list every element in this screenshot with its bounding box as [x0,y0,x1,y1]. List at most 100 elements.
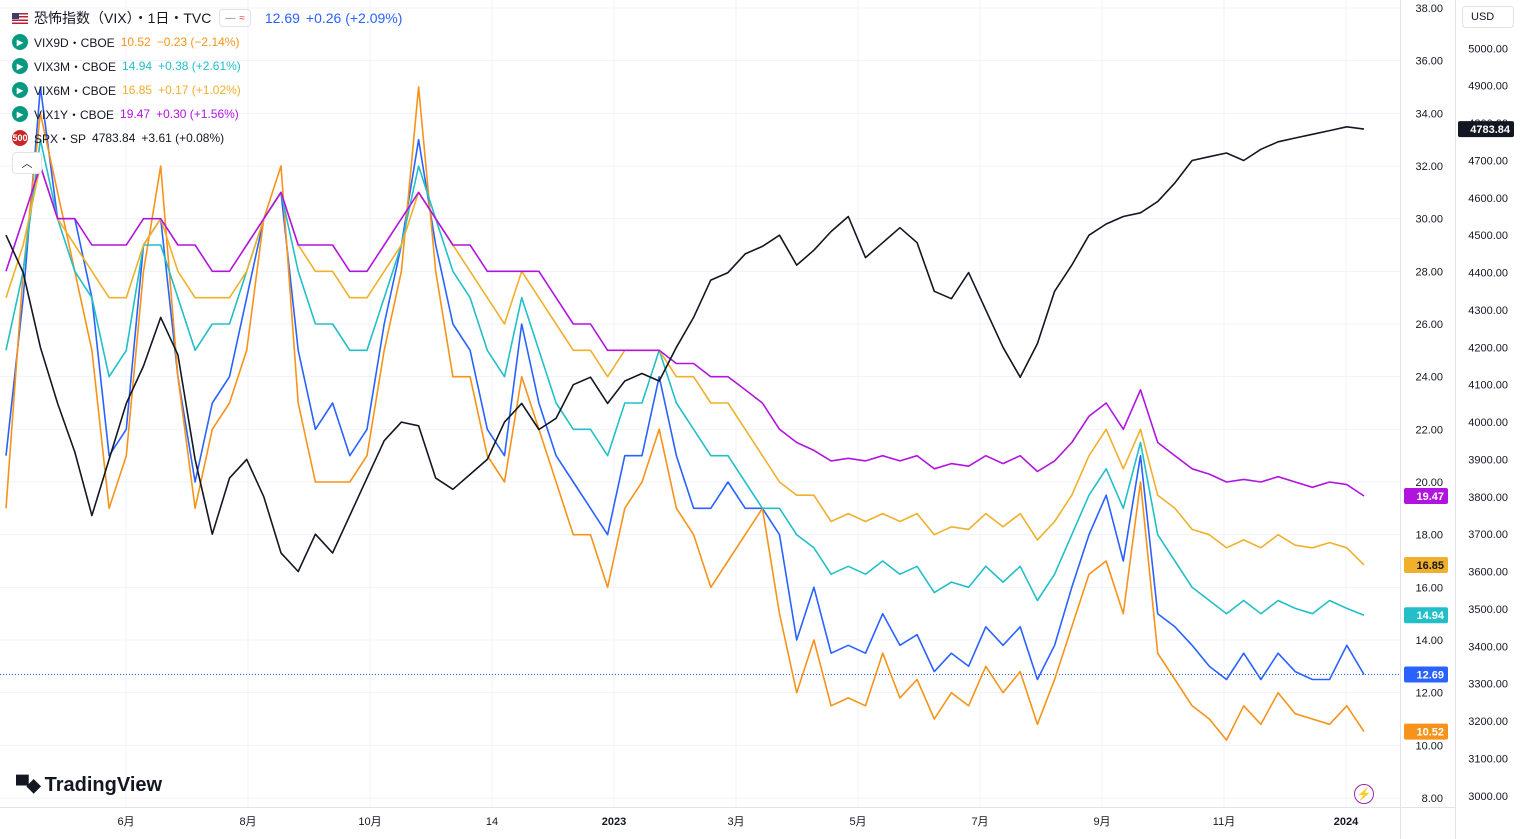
legend-change: +0.30 (+1.56%) [156,107,239,121]
legend-symbol: VIX1Y・CBOE [34,107,115,122]
vix-axis-label: 36.00 [1415,56,1443,68]
grid-lines [0,0,1400,807]
spx-axis-label: 4400.00 [1468,268,1508,280]
spx-axis-label: 3900.00 [1468,454,1508,466]
vix-axis-label: 22.00 [1415,424,1443,436]
spx-axis-label: 3200.00 [1468,716,1508,728]
legend-value: 10.52 [120,35,151,49]
legend-main-value: 12.69 [264,10,300,26]
last-value-tag-bg [1404,723,1448,740]
x-tick-label: 14 [486,816,498,828]
play-icon: ▶ [12,58,28,74]
currency-selector[interactable]: USD [1462,6,1514,28]
spx-axis-label: 4900.00 [1468,81,1508,93]
x-tick-label: 2024 [1334,816,1359,828]
vix-axis-label: 32.00 [1415,161,1443,173]
spx-axis-label: 3600.00 [1468,567,1508,579]
series-layer [5,86,1365,741]
last-value-tag-bg [1404,666,1448,683]
legend-change: +0.38 (+2.61%) [158,59,241,73]
logo-text: TradingView [44,774,163,796]
legend-value: 16.85 [122,83,153,97]
vix-axis-label: 10.00 [1415,740,1443,752]
x-tick-label: 6月 [117,816,134,828]
last-value-tag-spx: 4783.84 [1470,124,1511,136]
legend-collapse-button[interactable]: ︿ [12,152,42,174]
spx-axis-label: 3500.00 [1468,604,1508,616]
vix-axis-label: 18.00 [1415,530,1443,542]
spx-axis-label: 3300.00 [1468,679,1508,691]
legend-value: 14.94 [122,59,153,73]
chevron-up-icon: ︿ [21,158,33,170]
sp500-icon: 500 [12,130,28,146]
legend-change: +0.17 (+1.02%) [158,83,241,97]
legend-change: −0.23 (−2.14%) [156,35,240,49]
legend-row-vix3m[interactable]: ▶ VIX3M・CBOE 14.94 +0.38 (+2.61%) [12,54,402,78]
play-icon: ▶ [12,106,28,122]
x-tick-label: 2023 [602,816,626,828]
pill-toggle[interactable]: — ≈ [219,9,251,27]
vix-axis-label: 24.00 [1415,372,1443,384]
legend-symbol: VIX3M・CBOE [34,59,117,74]
spx-axis-label: 3000.00 [1468,791,1508,803]
tv-logo-icon: ▀◆ [16,775,41,795]
x-tick-label: 8月 [239,816,256,828]
x-tick-label: 9月 [1093,816,1110,828]
vix-axis-label: 20.00 [1415,477,1443,489]
legend-row-vix1y[interactable]: ▶ VIX1Y・CBOE 19.47 +0.30 (+1.56%) [12,102,402,126]
vix-axis-label: 28.00 [1415,266,1443,278]
legend-main-title: 恐怖指数（VIX）・1日・TVC [34,10,212,26]
us-flag-icon [12,12,28,24]
spx-axis-label: 4000.00 [1468,417,1508,429]
last-value-tag-bg [1458,121,1514,138]
last-value-tag-vix9d: 10.52 [1416,727,1444,739]
legend-main-row[interactable]: 恐怖指数（VIX）・1日・TVC — ≈ 12.69 +0.26 (+2.09%) [12,6,402,30]
spx-axis-label: 3800.00 [1468,492,1508,504]
spx-axis-label: 4100.00 [1468,380,1508,392]
spx-axis-label: 4300.00 [1468,305,1508,317]
spx-axis-label: 3400.00 [1468,641,1508,653]
spx-axis-label: 3700.00 [1468,529,1508,541]
last-value-tag-bg [1404,556,1448,573]
vix-axis-label: 26.00 [1415,319,1443,331]
spx-axis-label: 3100.00 [1468,753,1508,765]
last-value-tag-bg [1404,487,1448,504]
vix-axis-label: 34.00 [1415,108,1443,120]
legend-value: 19.47 [120,107,151,121]
series-line-vix3m[interactable] [5,138,1365,616]
legend-row-vix6m[interactable]: ▶ VIX6M・CBOE 16.85 +0.17 (+1.02%) [12,78,402,102]
legend-value: 4783.84 [92,131,136,145]
last-value-tag-bg [1404,607,1448,624]
vix-axis-label: 8.00 [1422,793,1443,805]
x-tick-label: 3月 [727,816,744,828]
legend-symbol: VIX9D・CBOE [34,35,115,50]
series-line-vix[interactable] [5,86,1365,681]
tradingview-logo[interactable]: ▀◆ TradingView [16,774,162,797]
last-value-tag-vix1y: 19.47 [1416,491,1444,503]
last-value-tag-vix6m: 16.85 [1416,560,1444,572]
x-tick-label: 7月 [971,816,988,828]
series-line-spx[interactable] [5,126,1365,573]
x-tick-label: 10月 [358,816,381,828]
series-line-vix6m[interactable] [5,165,1365,566]
legend-symbol: VIX6M・CBOE [34,83,117,98]
legend-row-vix9d[interactable]: ▶ VIX9D・CBOE 10.52 −0.23 (−2.14%) [12,30,402,54]
vix-axis-label: 14.00 [1415,635,1443,647]
series-line-vix1y[interactable] [5,165,1365,497]
lightning-icon[interactable]: ⚡ [1354,784,1374,804]
spx-axis-label: 5000.00 [1468,43,1508,55]
spx-axis-label: 4200.00 [1468,342,1508,354]
legend-symbol: SPX・SP [34,131,87,146]
spx-axis-label: 4500.00 [1468,230,1508,242]
spx-axis-label: 4700.00 [1468,155,1508,167]
legend-change: +3.61 (+0.08%) [141,131,225,145]
last-value-tag-vix3m: 14.94 [1416,610,1444,622]
play-icon: ▶ [12,34,28,50]
series-line-vix9d[interactable] [5,86,1365,741]
legend-main-change: +0.26 (+2.09%) [305,10,403,26]
vix-axis-label: 30.00 [1415,214,1443,226]
legend: 恐怖指数（VIX）・1日・TVC — ≈ 12.69 +0.26 (+2.09%)… [12,6,402,150]
legend-row-spx[interactable]: 500 SPX・SP 4783.84 +3.61 (+0.08%) [12,126,402,150]
